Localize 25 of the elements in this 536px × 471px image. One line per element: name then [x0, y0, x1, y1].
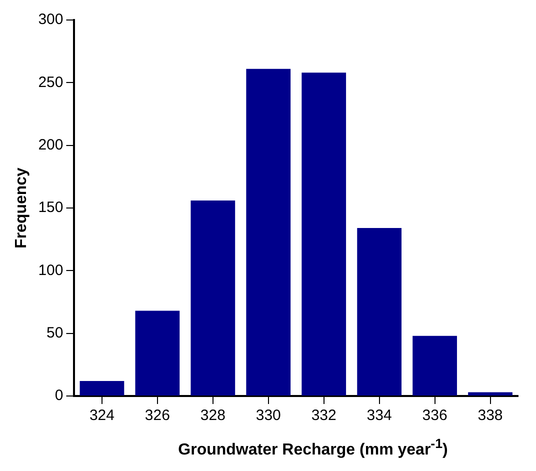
y-tick-label: 100 — [38, 262, 64, 279]
x-tick-label: 326 — [144, 407, 170, 424]
x-tick-label: 324 — [89, 407, 114, 424]
bar — [302, 72, 346, 396]
x-tick-label: 330 — [256, 407, 281, 424]
bar — [135, 310, 180, 396]
y-tick-label: 250 — [38, 74, 64, 91]
bar — [468, 392, 512, 396]
x-tick-label: 332 — [311, 407, 336, 424]
x-tick-label: 328 — [200, 407, 226, 424]
bar — [190, 200, 236, 396]
y-tick-label: 150 — [38, 199, 64, 216]
y-tick-label: 50 — [46, 324, 64, 342]
y-axis-title: Frequency — [13, 167, 30, 248]
bar — [357, 228, 402, 396]
x-axis-title: Groundwater Recharge (mm year$^{-1}$) — [177, 436, 449, 460]
y-tick-label: 200 — [38, 136, 64, 154]
bar — [246, 68, 291, 396]
bar — [80, 380, 124, 396]
bar — [412, 336, 457, 396]
x-tick-label: 336 — [422, 407, 448, 424]
y-tick-label: 300 — [38, 11, 64, 28]
x-tick-label: 338 — [478, 407, 503, 424]
y-tick-label: 0 — [54, 387, 64, 404]
x-tick-label: 334 — [366, 407, 392, 424]
